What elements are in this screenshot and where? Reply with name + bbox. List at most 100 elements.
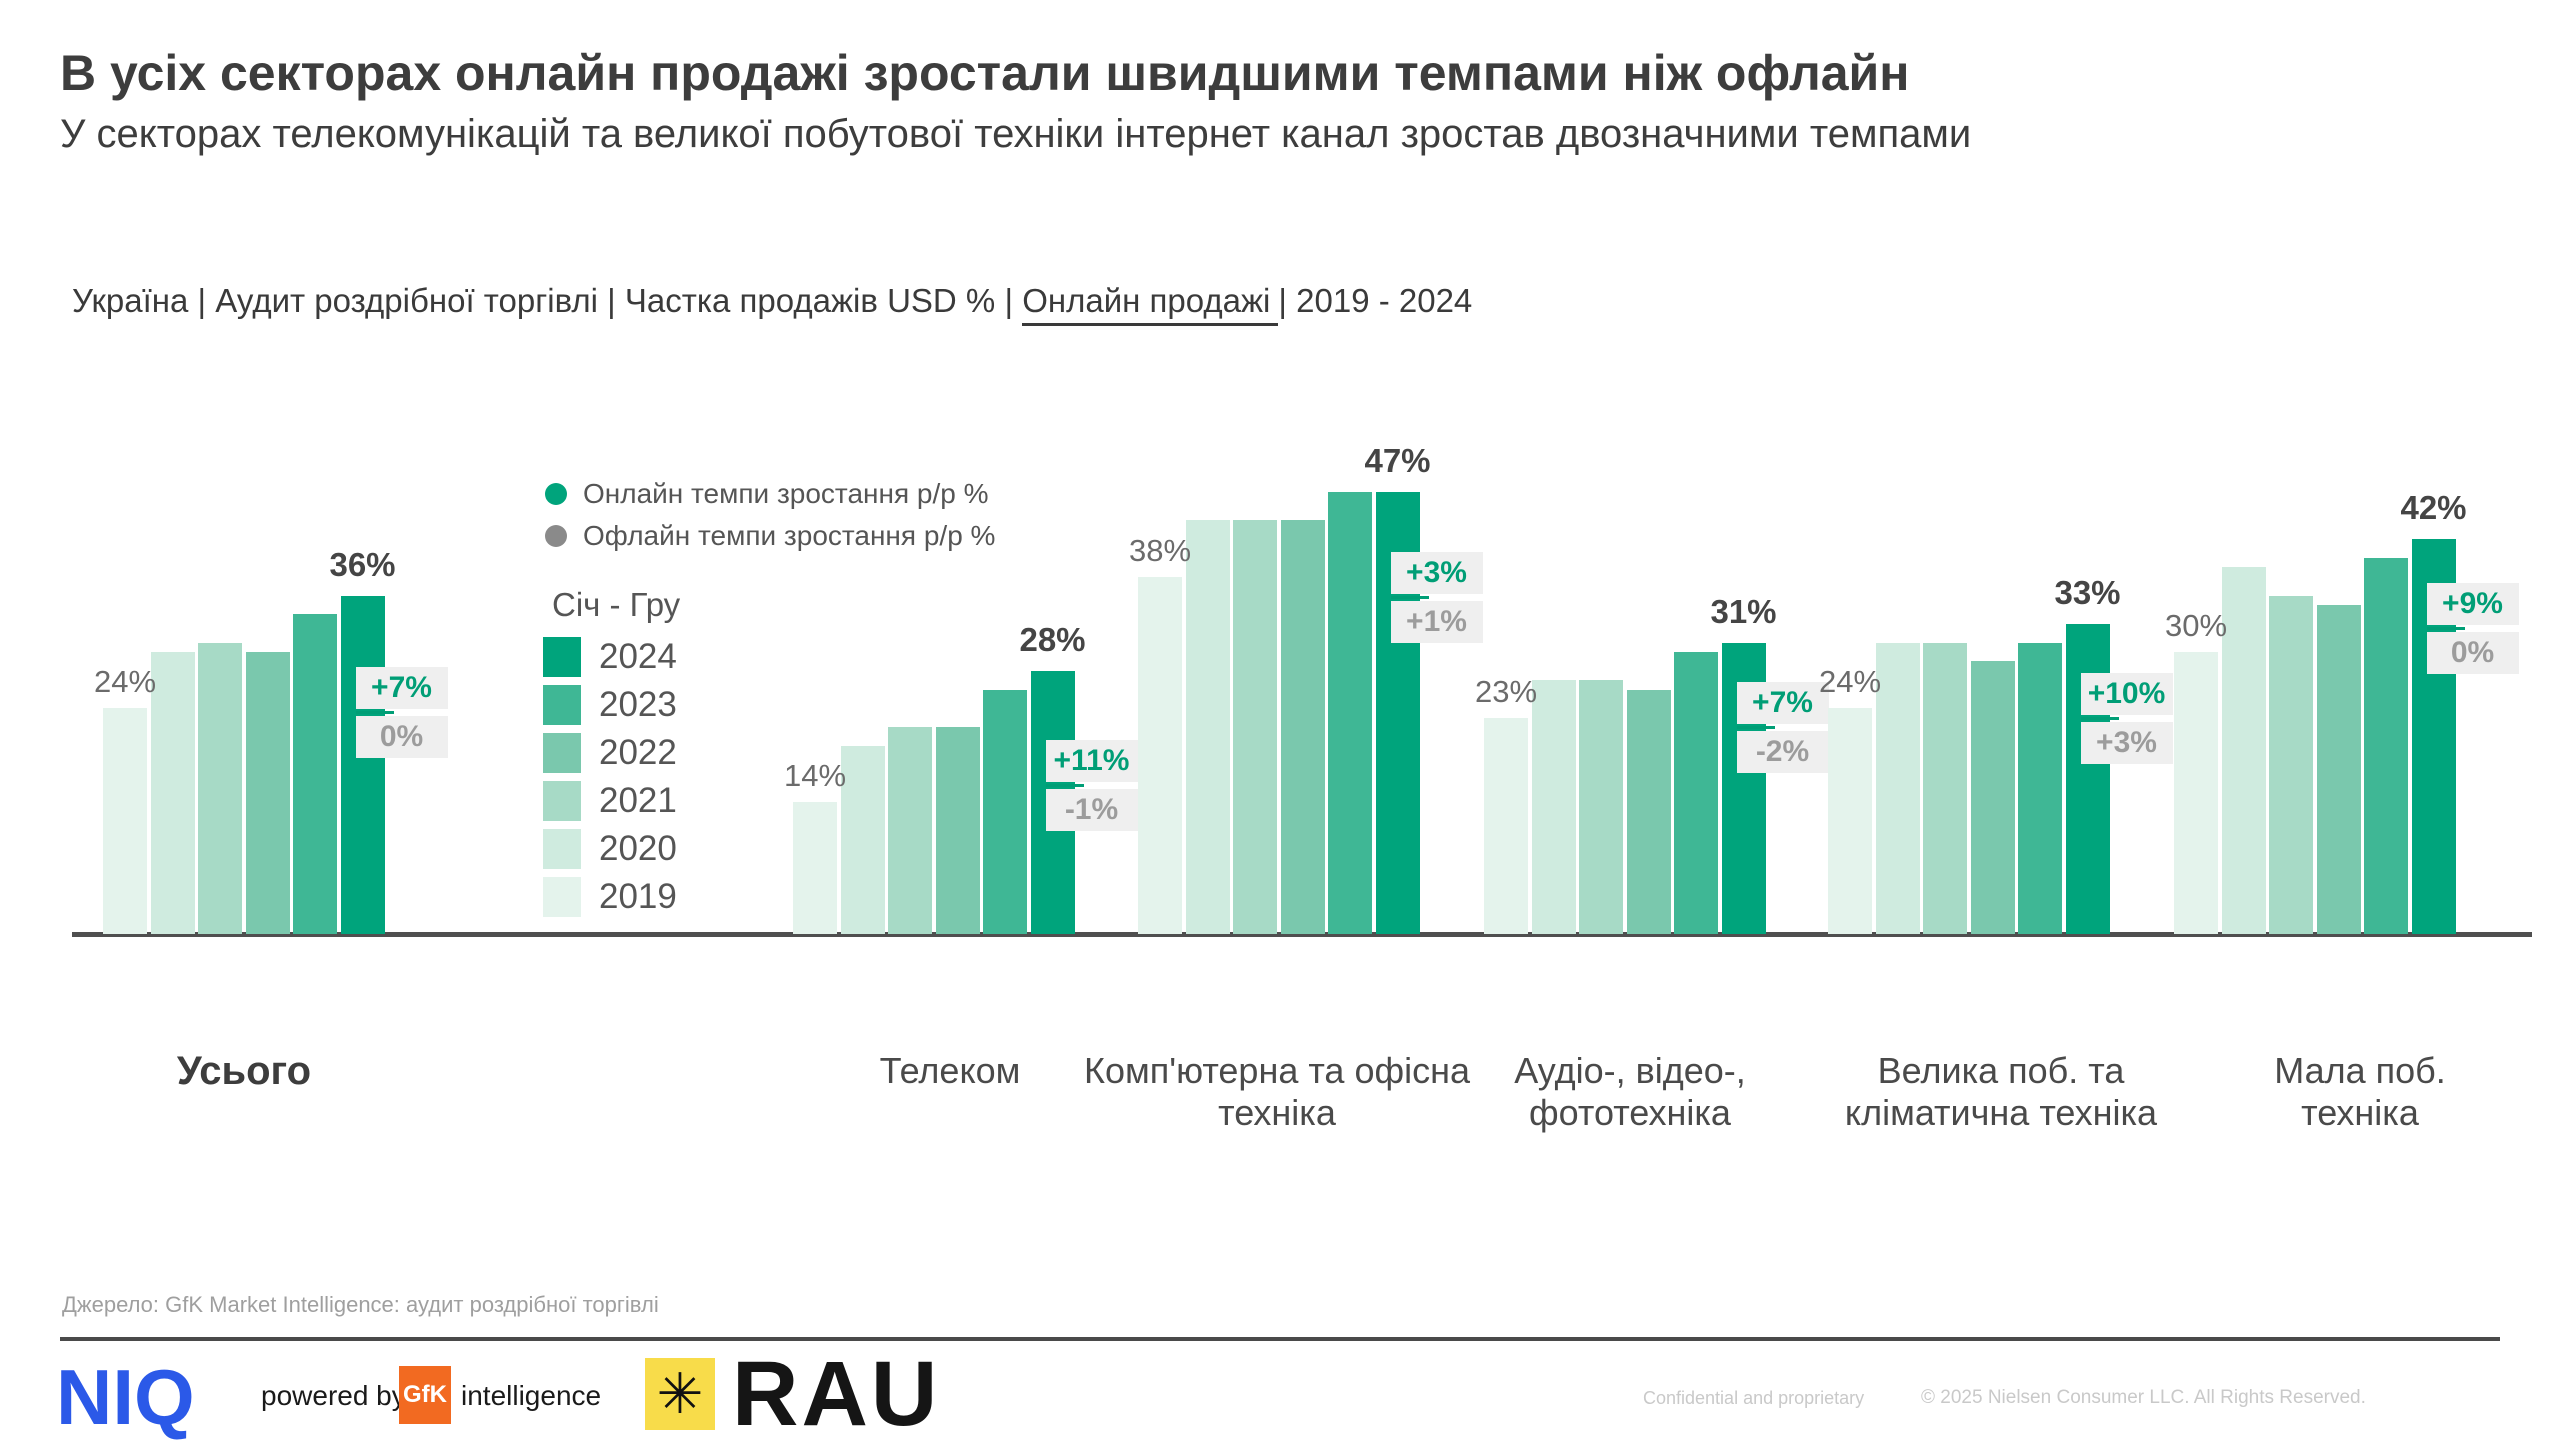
legend-year-row: 2021 bbox=[543, 781, 677, 821]
legend-year-row: 2022 bbox=[543, 733, 677, 773]
x-axis-line bbox=[72, 932, 2532, 937]
growth-badge: +7% -2% bbox=[1736, 681, 1829, 773]
rau-logo: RAU bbox=[732, 1343, 941, 1440]
footer-divider bbox=[60, 1337, 2500, 1341]
confidential-label: Confidential and proprietary bbox=[1643, 1388, 1865, 1408]
legend-year-swatch bbox=[543, 637, 581, 677]
bar-value-label-2019: 23% bbox=[1474, 673, 1538, 709]
bar-2021 bbox=[1233, 520, 1277, 934]
bar-2021 bbox=[198, 642, 242, 934]
page-subtitle: У секторах телекомунікацій та великої по… bbox=[60, 112, 1972, 156]
bar-value-label-2024: 36% bbox=[329, 545, 396, 583]
legend-year-row: 2023 bbox=[543, 685, 677, 725]
online-dot-icon bbox=[545, 483, 567, 505]
filter-channel-online: Онлайн продажі bbox=[1022, 282, 1279, 326]
bar-2023 bbox=[1328, 492, 1372, 934]
category-label: Телеком bbox=[879, 1050, 1021, 1091]
category-label: Усього bbox=[176, 1049, 312, 1093]
powered-by-label: powered by bbox=[261, 1380, 406, 1411]
growth-badge: +9% 0% bbox=[2426, 583, 2519, 675]
online-growth-value: +7% bbox=[355, 666, 448, 709]
category-label: Велика поб. та кліматична техніка bbox=[1844, 1050, 2158, 1133]
offline-growth-value: 0% bbox=[2426, 632, 2519, 675]
legend-row-online: Онлайн темпи зростання р/р % bbox=[545, 478, 988, 509]
bar-2022 bbox=[245, 652, 290, 934]
badge-separator bbox=[1045, 782, 1138, 789]
legend-year-row: 2019 bbox=[543, 877, 677, 917]
bar-value-label-2019: 14% bbox=[783, 758, 847, 794]
filter-prefix: Україна | Аудит роздрібної торгівлі | Ча… bbox=[72, 282, 1023, 319]
offline-dot-icon bbox=[545, 525, 567, 547]
bar-value-label-2024: 42% bbox=[2400, 489, 2467, 527]
badge-separator bbox=[2080, 715, 2173, 722]
legend-year-swatch bbox=[543, 733, 581, 773]
offline-growth-value: +3% bbox=[2080, 721, 2173, 764]
badge-separator-line bbox=[1045, 783, 1084, 787]
badge-separator-line bbox=[2426, 627, 2465, 631]
bar-2019 bbox=[1138, 576, 1182, 934]
online-growth-value: +10% bbox=[2080, 672, 2173, 715]
legend-year-label: 2023 bbox=[599, 685, 677, 724]
offline-growth-value: 0% bbox=[355, 715, 448, 758]
growth-badge: +3% +1% bbox=[1390, 552, 1483, 644]
bar-2022 bbox=[2316, 605, 2361, 934]
bar-2019 bbox=[2174, 652, 2218, 934]
badge-separator-line bbox=[355, 710, 394, 714]
online-growth-value: +3% bbox=[1390, 552, 1483, 595]
filter-suffix: | 2019 - 2024 bbox=[1278, 282, 1473, 319]
legend-years-list: 2024 2023 2022 2021 2020 2019 bbox=[543, 637, 677, 925]
bar-2020 bbox=[1531, 680, 1576, 934]
bar-value-label-2019: 24% bbox=[1818, 664, 1882, 700]
legend-offline-label: Офлайн темпи зростання р/р % bbox=[583, 520, 996, 551]
bar-value-label-2019: 24% bbox=[93, 664, 157, 700]
copyright-label: © 2025 Nielsen Consumer LLC. All Rights … bbox=[1921, 1387, 2366, 1408]
offline-growth-value: -2% bbox=[1736, 730, 1829, 773]
legend-period-label: Січ - Гру bbox=[552, 586, 681, 623]
offline-growth-value: -1% bbox=[1045, 788, 1138, 831]
badge-separator bbox=[2426, 625, 2519, 632]
legend-year-label: 2022 bbox=[599, 733, 677, 772]
bar-value-label-2019: 38% bbox=[1128, 532, 1192, 568]
bar-2020 bbox=[2221, 567, 2266, 934]
bar-2019 bbox=[1484, 717, 1528, 934]
legend-year-row: 2020 bbox=[543, 829, 677, 869]
bar-value-label-2024: 33% bbox=[2054, 573, 2121, 611]
offline-growth-value: +1% bbox=[1390, 601, 1483, 644]
bar-2021 bbox=[1923, 642, 1967, 934]
bar-2020 bbox=[840, 746, 885, 934]
legend-year-swatch bbox=[543, 829, 581, 869]
growth-badge: +7% 0% bbox=[355, 666, 448, 758]
online-growth-value: +11% bbox=[1045, 739, 1138, 782]
bar-2022 bbox=[935, 727, 980, 934]
category-label: Мала поб. техніка bbox=[2274, 1050, 2446, 1133]
bar-2021 bbox=[2269, 595, 2313, 934]
bar-2019 bbox=[103, 708, 147, 934]
legend-year-swatch bbox=[543, 877, 581, 917]
badge-separator bbox=[355, 709, 448, 716]
online-growth-value: +7% bbox=[1736, 681, 1829, 724]
bar-2020 bbox=[1185, 520, 1230, 934]
badge-separator bbox=[1736, 724, 1829, 731]
bar-2023 bbox=[2364, 558, 2408, 934]
legend-online-label: Онлайн темпи зростання р/р % bbox=[583, 478, 989, 509]
breadcrumb-filter-line: Україна | Аудит роздрібної торгівлі | Ча… bbox=[72, 282, 1473, 326]
rau-star-icon: ✳ bbox=[645, 1358, 715, 1430]
legend-year-label: 2024 bbox=[599, 637, 677, 676]
gfk-logo: GfK bbox=[399, 1366, 451, 1424]
category-label: Комп'ютерна та офісна техніка bbox=[1084, 1050, 1470, 1133]
legend-row-offline: Офлайн темпи зростання р/р % bbox=[545, 520, 995, 551]
bar-2023 bbox=[2018, 642, 2062, 934]
bar-2022 bbox=[1970, 661, 2015, 934]
growth-badge: +10% +3% bbox=[2080, 672, 2173, 764]
bar-2022 bbox=[1280, 520, 1325, 934]
bar-value-label-2019: 30% bbox=[2164, 608, 2228, 643]
bar-2024 bbox=[340, 595, 385, 934]
badge-separator-line bbox=[1390, 596, 1429, 600]
bar-2023 bbox=[983, 689, 1027, 934]
bar-2024 bbox=[2065, 623, 2110, 934]
online-growth-value: +9% bbox=[2426, 583, 2519, 626]
bar-value-label-2024: 28% bbox=[1019, 620, 1086, 658]
bar-2020 bbox=[150, 652, 195, 934]
